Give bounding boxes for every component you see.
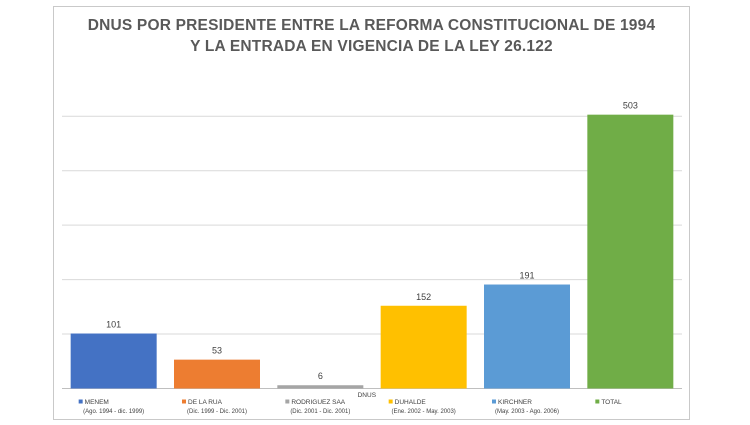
chart-title-line2: Y LA ENTRADA EN VIGENCIA DE LA LEY 26.12… — [190, 38, 553, 55]
bar-rodriguez-saa — [277, 385, 364, 389]
data-label: 503 — [623, 101, 638, 111]
bar-kirchner — [484, 284, 570, 389]
data-label: 101 — [106, 320, 121, 330]
category-period: (Dic. 2001 - Dic. 2001) — [290, 409, 350, 415]
category-swatch — [182, 399, 186, 404]
category-period: (Ago. 1994 - dic. 1999) — [83, 409, 144, 415]
category-period: (Ene. 2002 - May. 2003) — [392, 409, 456, 415]
category-period: (Dic. 1999 - Dic. 2001) — [187, 409, 247, 415]
category-swatch — [285, 399, 290, 404]
bar-duhalde — [380, 305, 467, 389]
category-label: MENEM — [85, 399, 109, 406]
category-label: DE LA RUA — [188, 399, 223, 406]
category-label: KIRCHNER — [498, 399, 532, 406]
x-axis-label: DNUS — [358, 392, 377, 399]
bar-de-la-rua — [174, 359, 260, 389]
data-label: 53 — [212, 346, 222, 356]
category-swatch — [78, 399, 83, 404]
data-label: 152 — [416, 292, 431, 302]
category-label: TOTAL — [601, 399, 622, 406]
category-swatch — [595, 399, 600, 404]
chart-frame: DNUS POR PRESIDENTE ENTRE LA REFORMA CON… — [53, 6, 690, 420]
bar-menem — [70, 333, 157, 389]
category-label: RODRIGUEZ SAA — [291, 399, 345, 406]
category-label: DUHALDE — [395, 399, 427, 406]
bar-total — [587, 114, 674, 389]
category-swatch — [388, 399, 393, 404]
chart-title-line1: DNUS POR PRESIDENTE ENTRE LA REFORMA CON… — [87, 17, 656, 34]
data-label: 6 — [318, 371, 323, 381]
category-swatch — [492, 399, 496, 404]
data-label: 191 — [519, 271, 534, 281]
category-period: (May. 2003 - Ago. 2006) — [495, 409, 559, 415]
